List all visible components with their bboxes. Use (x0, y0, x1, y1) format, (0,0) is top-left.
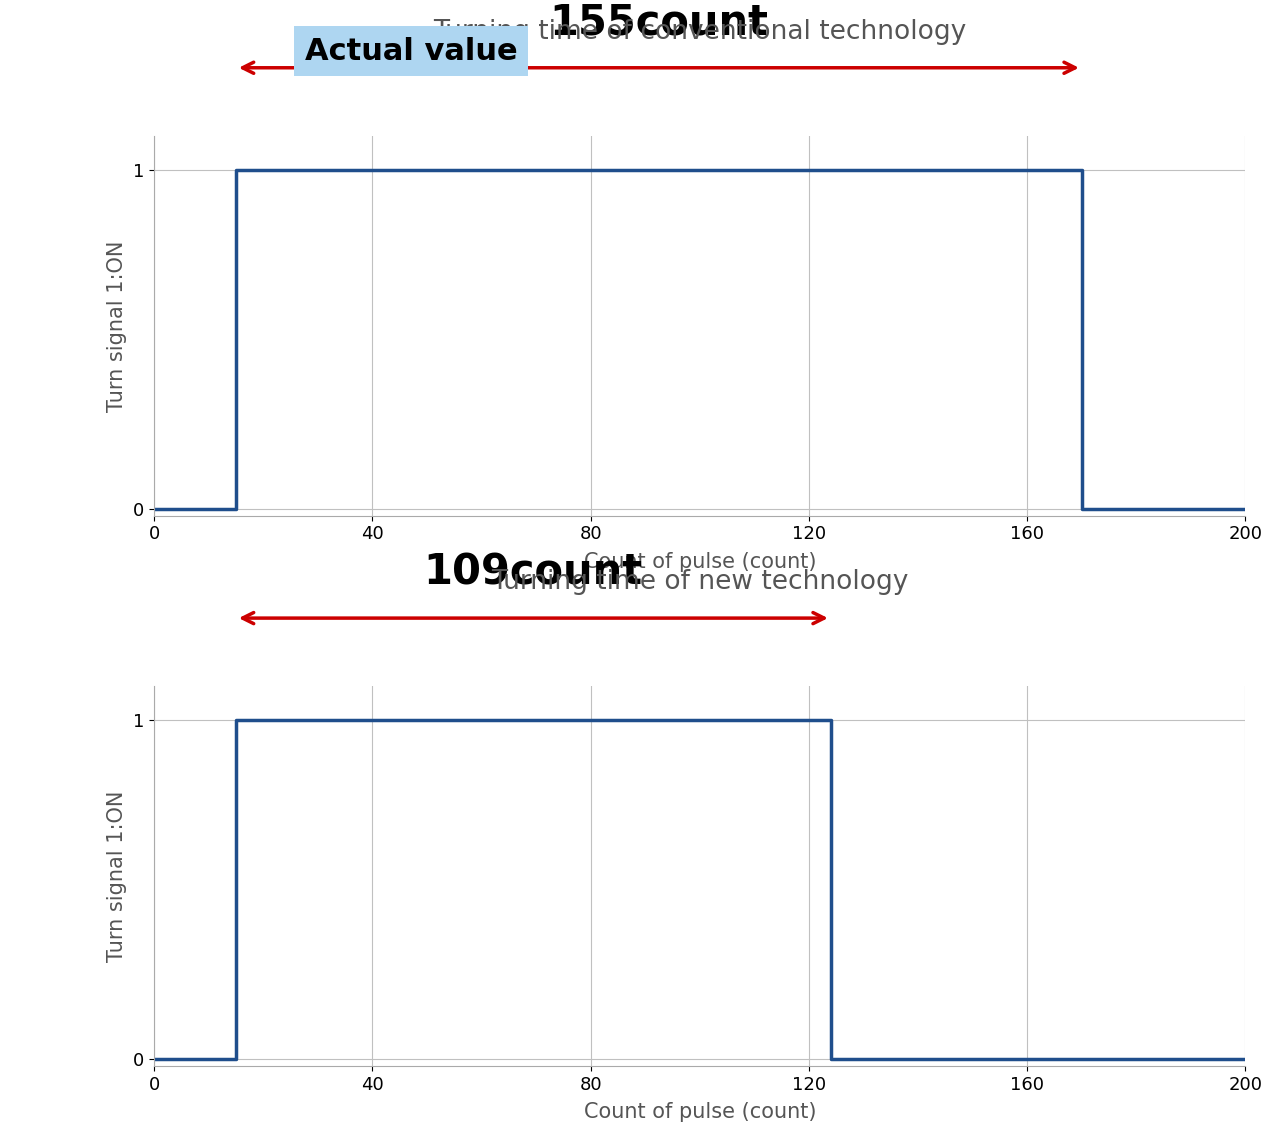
Text: 109count: 109count (424, 551, 643, 593)
Title: Turning time of new technology: Turning time of new technology (490, 569, 909, 595)
Y-axis label: Turn signal 1:ON: Turn signal 1:ON (108, 240, 127, 412)
Y-axis label: Turn signal 1:ON: Turn signal 1:ON (108, 790, 127, 962)
Title: Turning time of conventional technology: Turning time of conventional technology (433, 19, 967, 45)
Text: 155count: 155count (550, 1, 768, 43)
X-axis label: Count of pulse (count): Count of pulse (count) (583, 551, 817, 572)
Text: Actual value: Actual value (304, 36, 517, 66)
X-axis label: Count of pulse (count): Count of pulse (count) (583, 1102, 817, 1122)
